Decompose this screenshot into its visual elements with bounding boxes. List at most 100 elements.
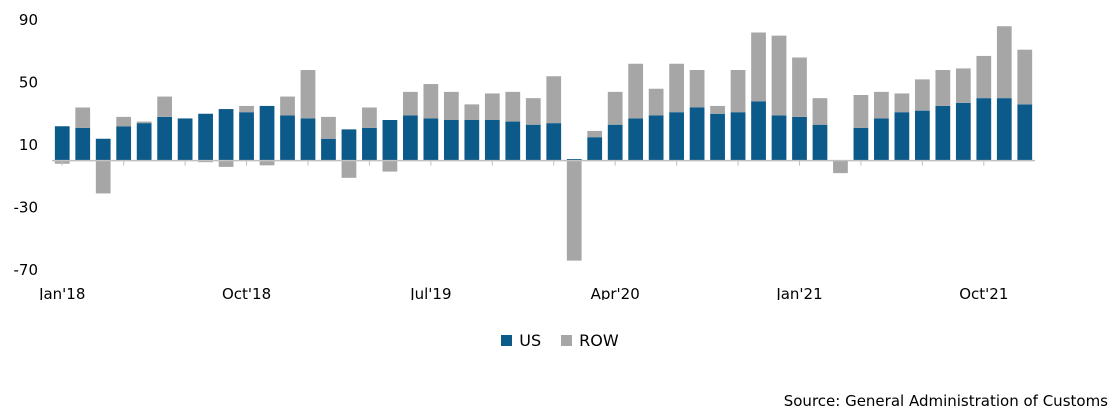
legend-label-us: US — [519, 330, 542, 350]
bar-row — [812, 98, 828, 125]
bar-row — [914, 79, 930, 111]
bar-us — [1017, 104, 1033, 161]
bar-us — [362, 127, 377, 161]
bar-row — [464, 104, 480, 121]
y-tick-label: 90 — [19, 11, 38, 29]
x-tick-label: Jan'18 — [38, 285, 85, 300]
bar-us — [792, 116, 807, 161]
bar-row — [566, 160, 582, 261]
bar-row — [976, 55, 992, 99]
y-tick-label: 10 — [19, 136, 38, 154]
bar-row — [362, 107, 377, 128]
bar-us — [177, 118, 193, 161]
bar-row — [710, 105, 725, 114]
bar-row — [771, 35, 787, 116]
bar-us — [710, 113, 725, 161]
bar-row — [505, 91, 521, 122]
bar-row — [751, 32, 766, 102]
bar-us — [669, 112, 684, 161]
bar-row — [853, 95, 869, 128]
bar-row — [198, 160, 213, 163]
bar-us — [321, 138, 336, 161]
bar-us — [648, 115, 664, 161]
bar-us — [730, 112, 746, 161]
x-tick-label: Apr'20 — [591, 285, 640, 300]
bar-row — [341, 160, 357, 178]
bar-row — [546, 76, 562, 124]
bar-us — [607, 124, 623, 161]
bar-us — [382, 120, 398, 161]
bar-us — [95, 138, 111, 161]
y-tick-label: -70 — [14, 261, 39, 279]
bar-us — [341, 129, 357, 161]
bar-row — [689, 70, 705, 108]
bar-us — [484, 120, 500, 161]
bar-row — [996, 26, 1012, 99]
bar-row — [239, 105, 254, 113]
bar-us — [54, 126, 70, 161]
bar-us — [116, 126, 132, 161]
bar-us — [443, 120, 459, 161]
bar-row — [525, 98, 541, 125]
y-axis-tick-labels: 90 50 10 -30 -70 — [14, 11, 39, 279]
bar-row — [669, 63, 684, 113]
bar-us — [853, 127, 869, 161]
bar-us — [935, 105, 951, 161]
bar-row — [628, 63, 644, 119]
bar-us — [751, 101, 766, 161]
bar-us — [689, 107, 705, 161]
x-axis-tick-labels: Jan'18 Oct'18 Jul'19 Apr'20 Jan'21 Oct'21 — [38, 285, 1008, 300]
bar-us — [198, 113, 213, 161]
bar-us — [771, 115, 787, 161]
bar-us — [157, 116, 173, 161]
bars-group — [54, 26, 1033, 261]
bar-row — [730, 70, 746, 113]
x-tick-label: Oct'18 — [222, 285, 271, 300]
bar-us — [300, 118, 316, 161]
bar-us — [874, 118, 889, 161]
bar-us — [505, 121, 521, 161]
bar-row — [648, 88, 664, 116]
bar-row — [259, 160, 275, 166]
bar-row — [894, 93, 910, 113]
x-tick-label: Oct'21 — [959, 285, 1008, 300]
legend-swatch-row — [561, 334, 573, 346]
bar-us — [218, 109, 234, 161]
source-note: Source: General Administration of Custom… — [783, 392, 1108, 410]
bar-row — [484, 93, 500, 120]
bar-us — [239, 112, 254, 161]
bar-us — [914, 110, 930, 161]
bar-row — [280, 96, 295, 116]
legend-item-row: ROW — [561, 331, 619, 350]
bar-us — [464, 120, 480, 161]
bar-row — [136, 121, 152, 124]
bar-row — [1017, 49, 1033, 105]
bar-row — [300, 70, 316, 119]
bar-row — [116, 116, 132, 127]
bar-us — [525, 124, 541, 161]
bar-us — [259, 105, 275, 161]
bar-us — [75, 127, 91, 161]
bar-row — [382, 160, 398, 172]
bar-row — [75, 107, 91, 128]
legend-swatch-us — [501, 334, 513, 346]
bar-us — [423, 118, 439, 161]
bar-us — [628, 118, 644, 161]
bar-row — [587, 130, 603, 138]
bar-row — [443, 91, 459, 121]
bar-row — [95, 160, 111, 194]
bar-us — [566, 159, 582, 161]
bar-row — [874, 91, 889, 119]
bar-us — [546, 123, 562, 161]
bar-us — [403, 115, 418, 161]
bar-row — [403, 91, 418, 116]
y-tick-label: 50 — [19, 74, 38, 92]
bar-row — [423, 84, 439, 119]
bar-row — [833, 160, 848, 174]
bar-us — [280, 115, 295, 161]
bar-row — [157, 96, 173, 117]
bar-us — [136, 123, 152, 161]
bar-us — [812, 124, 828, 161]
x-tick-label: Jan'21 — [775, 285, 822, 300]
